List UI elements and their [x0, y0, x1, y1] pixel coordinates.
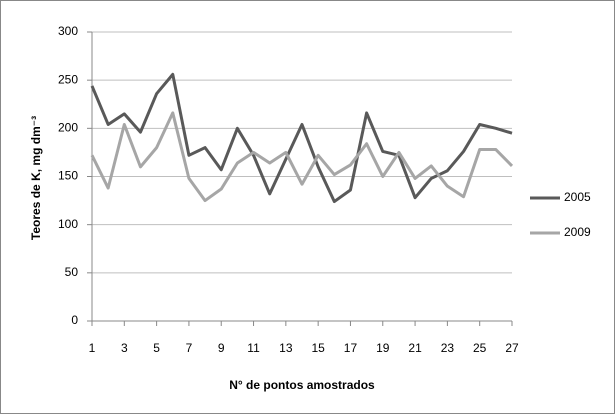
x-tick-label: 19 [376, 341, 390, 355]
x-tick-label: 7 [186, 341, 193, 355]
y-axis-title: Teores de K, mg dm⁻³ [29, 116, 43, 240]
y-tick-label: 300 [58, 24, 78, 38]
x-tick-label: 11 [247, 341, 260, 355]
x-tick-label: 3 [121, 341, 128, 355]
y-tick-label: 250 [58, 72, 78, 86]
x-tick-label: 21 [408, 341, 422, 355]
data-line [90, 111, 514, 203]
x-tick-label: 5 [153, 341, 160, 355]
x-tick-label: 17 [344, 341, 358, 355]
x-tick-label: 25 [473, 341, 487, 355]
y-tick-label: 150 [58, 169, 78, 183]
x-tick-label: 9 [218, 341, 225, 355]
x-tick-label: 13 [279, 341, 293, 355]
legend-label: 2009 [564, 225, 591, 239]
y-tick-label: 0 [71, 313, 78, 327]
legend-label: 2005 [564, 190, 591, 204]
y-tick-label: 200 [58, 121, 78, 135]
y-tick-label: 50 [65, 265, 79, 279]
x-tick-label: 27 [505, 341, 519, 355]
x-tick-label: 15 [311, 341, 325, 355]
x-tick-label: 1 [89, 341, 96, 355]
x-tick-label: 23 [441, 341, 455, 355]
y-tick-label: 100 [58, 217, 78, 231]
data-line [90, 72, 513, 204]
x-axis-title: N° de pontos amostrados [229, 378, 375, 392]
